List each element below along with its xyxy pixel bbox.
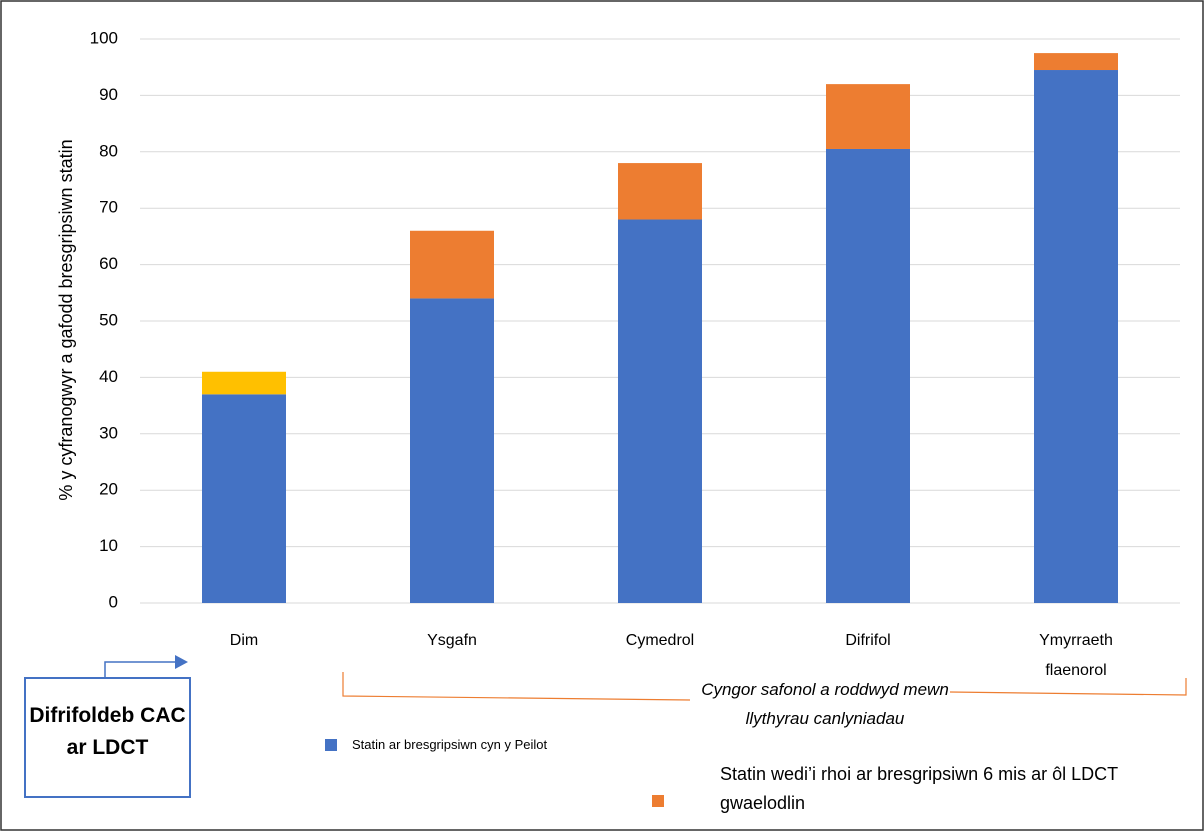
- legend-label: Statin wedi’i rhoi ar bresgripsiwn 6 mis…: [720, 764, 1118, 813]
- x-tick-label: Dim: [229, 632, 259, 649]
- arrow-head: [175, 655, 188, 669]
- bar-segment: [826, 148, 910, 604]
- y-axis-label: % y cyfranogwyr a gafodd bresgripsiwn st…: [56, 139, 76, 500]
- bracket: [342, 672, 691, 701]
- x-tick-label: Ysgafn: [427, 632, 477, 649]
- bar-segment: [202, 371, 286, 395]
- x-tick-label: Ymyrraeth flaenorol: [1039, 632, 1113, 679]
- x-tick-label: Difrifol: [845, 632, 891, 649]
- y-tick-label: 10: [99, 536, 118, 555]
- bracket-label: Cyngor safonol a roddwyd mewn llythyrau …: [701, 680, 949, 728]
- bar-segment: [618, 219, 702, 604]
- severity-label: Difrifoldeb CAC ar LDCT: [29, 704, 186, 759]
- y-tick-label: 80: [99, 141, 118, 160]
- x-tick-label: Cymedrol: [625, 632, 695, 649]
- bar-segment: [1034, 53, 1118, 71]
- y-tick-label: 60: [99, 254, 118, 273]
- legend-swatch: [652, 795, 664, 807]
- y-tick-label: 30: [99, 423, 118, 442]
- bar-segment: [618, 163, 702, 220]
- y-tick-label: 70: [99, 198, 118, 217]
- y-tick-label: 40: [99, 367, 118, 386]
- legend-label: Statin ar bresgripsiwn cyn y Peilot: [352, 737, 548, 752]
- bar-segment: [826, 84, 910, 149]
- bar-segment: [1034, 70, 1118, 603]
- bar-segment: [202, 394, 286, 603]
- legend-swatch: [325, 739, 337, 751]
- bracket: [949, 678, 1187, 696]
- bar-segment: [410, 298, 494, 603]
- y-tick-label: 50: [99, 310, 118, 329]
- severity-box: [24, 677, 191, 798]
- y-tick-label: 100: [90, 28, 118, 47]
- arrow: [104, 661, 180, 678]
- bar-segment: [410, 230, 494, 299]
- y-tick-label: 90: [99, 85, 118, 104]
- y-tick-label: 0: [109, 592, 118, 611]
- y-tick-label: 20: [99, 480, 118, 499]
